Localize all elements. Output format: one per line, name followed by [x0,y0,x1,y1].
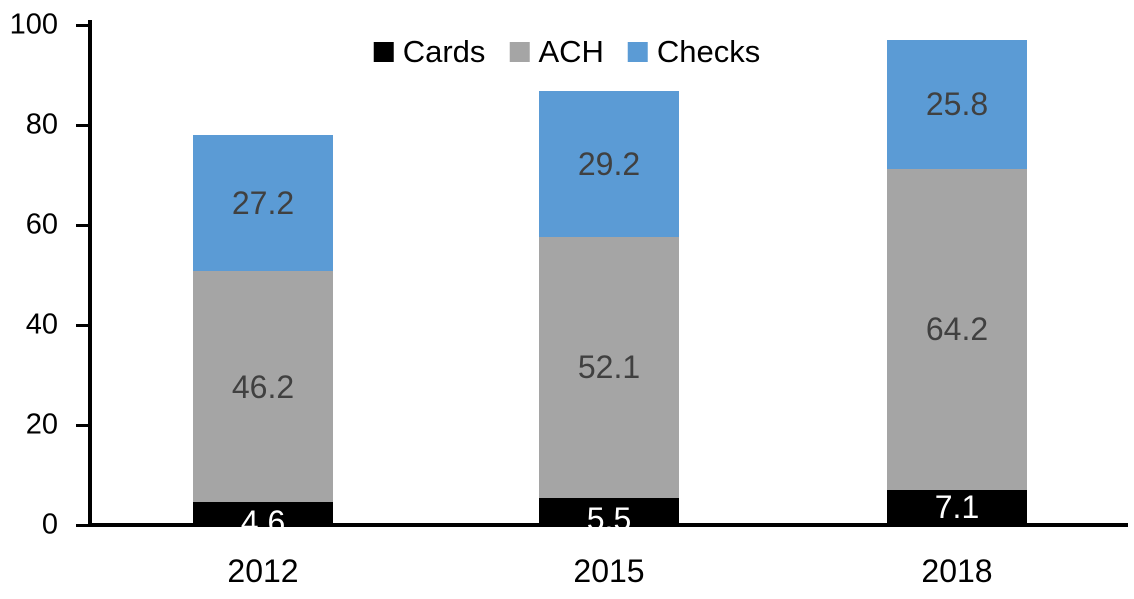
y-tick-label: 20 [25,408,58,441]
x-category-label: 2015 [573,553,645,589]
legend-item-cards: Cards [373,34,486,69]
legend-item-ach: ACH [509,34,604,69]
legend-label: ACH [538,34,604,69]
chart-legend: Cards ACH Checks [373,34,761,69]
bar-segment-ach-2018: 64.2 [887,168,1027,490]
y-tick-label: 40 [25,308,58,341]
bar-segment-checks-2012: 27.2 [193,135,333,271]
y-axis-tick [76,323,88,327]
legend-label: Checks [656,34,761,69]
legend-swatch-icon [509,41,530,62]
bar-value-label: 46.2 [231,368,295,405]
y-tick-label: 60 [25,208,58,241]
bar-value-label: 25.8 [925,86,989,122]
y-axis-tick [76,23,88,27]
legend-label: Cards [402,34,486,69]
x-category-label: 2018 [921,553,993,589]
bar-value-label: 29.2 [577,146,641,182]
bar-value-label: 27.2 [231,185,295,221]
bar-segment-cards-2015: 5.5 [539,497,679,535]
legend-swatch-icon [627,41,648,62]
y-axis-line [88,20,92,527]
bar-value-label: 52.1 [577,349,641,386]
bar-segment-cards-2018: 7.1 [887,489,1027,526]
bar-value-label: 7.1 [934,489,980,526]
y-axis-tick [76,523,88,527]
bar-segment-cards-2012: 4.6 [193,502,333,538]
y-axis-tick [76,123,88,127]
bar-value-label: 64.2 [925,311,989,347]
y-tick-label: 100 [9,8,58,41]
bar-segment-ach-2012: 46.2 [193,271,333,502]
y-tick-label: 0 [41,508,58,541]
legend-item-checks: Checks [627,34,761,69]
y-axis-tick [76,423,88,427]
bar-segment-checks-2015: 29.2 [539,91,679,237]
y-tick-label: 80 [25,108,58,141]
legend-swatch-icon [373,41,394,62]
x-category-label: 2012 [227,553,299,589]
bar-segment-ach-2015: 52.1 [539,237,679,498]
bar-segment-checks-2018: 25.8 [887,39,1027,169]
y-axis-tick [76,223,88,227]
bar-value-label: 5.5 [586,501,632,538]
x-axis-line [88,523,1128,527]
bar-value-label: 4.6 [240,503,286,540]
